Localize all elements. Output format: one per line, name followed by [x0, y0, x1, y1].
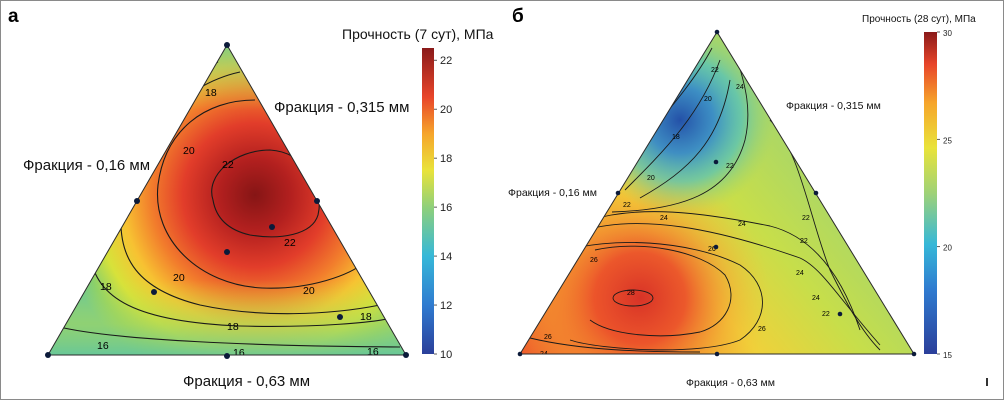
- design-point: [45, 352, 51, 358]
- contour-label: 16: [367, 346, 379, 358]
- colorbar-a-ticks: 10 12 14 16 18 20 22: [434, 55, 452, 361]
- panel-a-contour-labels: 18 20 22 22 20 20 18 18 18 16 16 16: [97, 87, 379, 359]
- axis-label-063: Фракция - 0,63 мм: [183, 373, 310, 390]
- contour-label: 16: [97, 340, 109, 352]
- design-point: [314, 198, 320, 204]
- colorbar-title-b: Прочность (28 сут), МПа: [862, 14, 976, 25]
- contour-label: 20: [704, 96, 712, 103]
- contour-label: 20: [303, 285, 315, 297]
- design-point: [269, 224, 275, 230]
- panel-b-design-points: [517, 29, 917, 357]
- contour-label: 18: [100, 281, 112, 293]
- colorbar-a: [422, 48, 434, 354]
- design-point: [224, 249, 230, 255]
- colorbar-tick-label: 16: [440, 202, 452, 214]
- colorbar-tick-label: 25: [943, 136, 952, 145]
- contour-label: 22: [222, 159, 234, 171]
- design-point: [813, 190, 819, 196]
- contour-label: 20: [647, 175, 655, 182]
- colorbar-title-a: Прочность (7 сут), МПа: [342, 26, 494, 42]
- contour-label: 22: [623, 202, 631, 209]
- design-point: [911, 351, 917, 357]
- panel-b-contour-labels: 22 24 20 18 20 22 22 24 24 22 22 26 28 2…: [540, 67, 830, 358]
- design-point: [615, 190, 621, 196]
- design-point: [714, 351, 720, 357]
- colorbar-tick-label: 22: [440, 55, 452, 67]
- contour-label: 22: [284, 237, 296, 249]
- contour-label: 26: [758, 326, 766, 333]
- contour-label: 24: [796, 270, 804, 277]
- axis-label-063-b: Фракция - 0,63 мм: [686, 377, 775, 389]
- design-point: [337, 314, 343, 320]
- colorbar-tick-label: 20: [943, 244, 952, 253]
- contour-label: 24: [540, 351, 548, 358]
- colorbar-tick-label: 20: [440, 104, 452, 116]
- contour-label: 18: [227, 321, 239, 333]
- design-point: [713, 244, 719, 250]
- contour-label: 26: [708, 246, 716, 253]
- contour-label: 16: [233, 347, 245, 359]
- contour-label: 28: [627, 290, 635, 297]
- panel-a-surface: 18 20 22 22 20 20 18 18 18 16 16 16: [48, 45, 406, 359]
- design-point: [714, 29, 720, 35]
- contour-label: 22: [822, 311, 830, 318]
- colorbar-tick-label: 18: [440, 153, 452, 165]
- design-point: [403, 352, 409, 358]
- corner-mark: [986, 378, 988, 386]
- colorbar-b: [924, 32, 937, 354]
- contour-label: 20: [173, 272, 185, 284]
- colorbar-tick-label: 10: [440, 349, 452, 361]
- contour-label: 24: [660, 215, 668, 222]
- contour-label: 18: [205, 87, 217, 99]
- contour-label: 18: [360, 311, 372, 323]
- colorbar-b-ticks: 15 20 25 30: [937, 29, 952, 360]
- axis-label-016: Фракция - 0,16 мм: [23, 157, 150, 174]
- design-point: [837, 311, 843, 317]
- axis-label-016-b: Фракция - 0,16 мм: [508, 187, 597, 199]
- colorbar-tick-label: 12: [440, 300, 452, 312]
- axis-label-0315-b: Фракция - 0,315 мм: [786, 100, 881, 112]
- contour-label: 18: [672, 134, 680, 141]
- contour-label: 24: [736, 84, 744, 91]
- colorbar-tick-label: 30: [943, 29, 952, 38]
- panel-a-design-points: [45, 42, 409, 359]
- panel-letter-b: б: [512, 6, 524, 27]
- panel-letter-a: а: [8, 6, 19, 27]
- contour-label: 22: [726, 163, 734, 170]
- design-point: [151, 289, 157, 295]
- contour-label: 22: [711, 67, 719, 74]
- contour-label: 22: [802, 215, 810, 222]
- contour-label: 24: [738, 221, 746, 228]
- design-point: [224, 353, 230, 359]
- design-point: [224, 42, 230, 48]
- contour-label: 26: [544, 334, 552, 341]
- design-point: [713, 159, 719, 165]
- contour-label: 20: [183, 145, 195, 157]
- colorbar-tick-label: 14: [440, 251, 452, 263]
- design-point: [517, 351, 523, 357]
- axis-label-0315: Фракция - 0,315 мм: [274, 99, 409, 116]
- contour-label: 26: [590, 257, 598, 264]
- colorbar-tick-label: 15: [943, 351, 952, 360]
- contour-label: 22: [800, 238, 808, 245]
- contour-label: 24: [812, 295, 820, 302]
- design-point: [134, 198, 140, 204]
